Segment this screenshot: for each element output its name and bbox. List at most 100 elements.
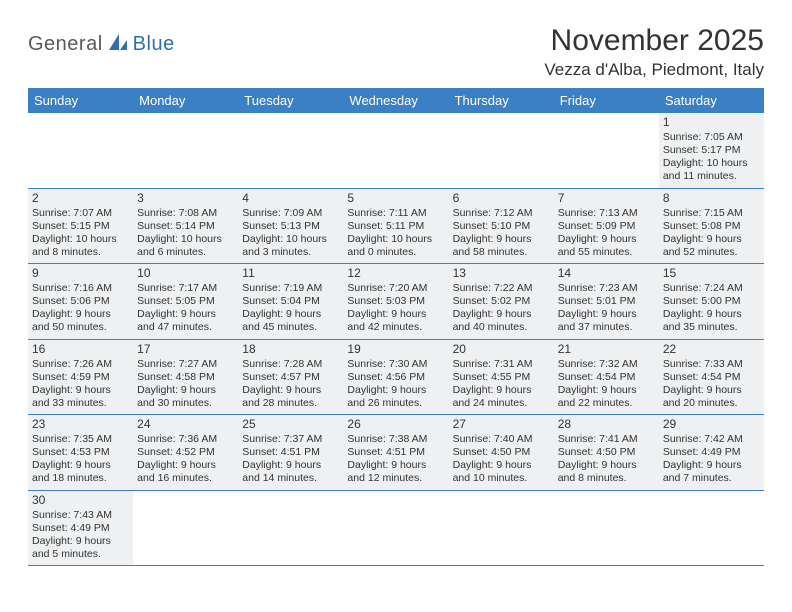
sunset-line: Sunset: 5:08 PM	[663, 220, 760, 233]
daylight-line: Daylight: 9 hours	[558, 384, 655, 397]
sunrise-line: Sunrise: 7:43 AM	[32, 509, 129, 522]
week-row: 2Sunrise: 7:07 AMSunset: 5:15 PMDaylight…	[28, 189, 764, 265]
daylight-line: and 47 minutes.	[137, 321, 234, 334]
day-cell: 27Sunrise: 7:40 AMSunset: 4:50 PMDayligh…	[449, 415, 554, 490]
day-cell: 18Sunrise: 7:28 AMSunset: 4:57 PMDayligh…	[238, 340, 343, 415]
title-block: November 2025 Vezza d'Alba, Piedmont, It…	[544, 24, 764, 80]
daylight-line: and 52 minutes.	[663, 246, 760, 259]
sunset-line: Sunset: 5:01 PM	[558, 295, 655, 308]
sunset-line: Sunset: 5:00 PM	[663, 295, 760, 308]
sunrise-line: Sunrise: 7:17 AM	[137, 282, 234, 295]
day-header: Thursday	[449, 88, 554, 113]
day-number: 5	[347, 191, 444, 206]
day-header: Friday	[554, 88, 659, 113]
sunset-line: Sunset: 5:09 PM	[558, 220, 655, 233]
day-cell: 25Sunrise: 7:37 AMSunset: 4:51 PMDayligh…	[238, 415, 343, 490]
daylight-line: Daylight: 9 hours	[137, 308, 234, 321]
day-cell: 8Sunrise: 7:15 AMSunset: 5:08 PMDaylight…	[659, 189, 764, 264]
day-number: 6	[453, 191, 550, 206]
daylight-line: Daylight: 9 hours	[453, 384, 550, 397]
sunrise-line: Sunrise: 7:22 AM	[453, 282, 550, 295]
day-cell: 5Sunrise: 7:11 AMSunset: 5:11 PMDaylight…	[343, 189, 448, 264]
daylight-line: Daylight: 9 hours	[32, 384, 129, 397]
day-cell: 9Sunrise: 7:16 AMSunset: 5:06 PMDaylight…	[28, 264, 133, 339]
daylight-line: and 20 minutes.	[663, 397, 760, 410]
sunset-line: Sunset: 4:49 PM	[32, 522, 129, 535]
sunrise-line: Sunrise: 7:20 AM	[347, 282, 444, 295]
day-cell: 3Sunrise: 7:08 AMSunset: 5:14 PMDaylight…	[133, 189, 238, 264]
sunrise-line: Sunrise: 7:33 AM	[663, 358, 760, 371]
daylight-line: Daylight: 9 hours	[663, 384, 760, 397]
day-cell: 6Sunrise: 7:12 AMSunset: 5:10 PMDaylight…	[449, 189, 554, 264]
daylight-line: Daylight: 9 hours	[32, 308, 129, 321]
sunset-line: Sunset: 4:59 PM	[32, 371, 129, 384]
day-number: 16	[32, 342, 129, 357]
day-cell: 21Sunrise: 7:32 AMSunset: 4:54 PMDayligh…	[554, 340, 659, 415]
sunrise-line: Sunrise: 7:42 AM	[663, 433, 760, 446]
logo-text-general: General	[28, 33, 103, 56]
day-number: 18	[242, 342, 339, 357]
daylight-line: and 55 minutes.	[558, 246, 655, 259]
week-row: 16Sunrise: 7:26 AMSunset: 4:59 PMDayligh…	[28, 340, 764, 416]
sunrise-line: Sunrise: 7:26 AM	[32, 358, 129, 371]
weeks-container: 1Sunrise: 7:05 AMSunset: 5:17 PMDaylight…	[28, 113, 764, 566]
day-number: 24	[137, 417, 234, 432]
day-cell	[659, 491, 764, 566]
day-number: 11	[242, 266, 339, 281]
day-cell: 30Sunrise: 7:43 AMSunset: 4:49 PMDayligh…	[28, 491, 133, 566]
sunset-line: Sunset: 5:10 PM	[453, 220, 550, 233]
day-cell: 17Sunrise: 7:27 AMSunset: 4:58 PMDayligh…	[133, 340, 238, 415]
daylight-line: Daylight: 9 hours	[453, 459, 550, 472]
daylight-line: Daylight: 9 hours	[137, 459, 234, 472]
daylight-line: Daylight: 9 hours	[558, 233, 655, 246]
daylight-line: Daylight: 10 hours	[242, 233, 339, 246]
day-cell	[449, 491, 554, 566]
sunset-line: Sunset: 4:52 PM	[137, 446, 234, 459]
daylight-line: Daylight: 9 hours	[347, 459, 444, 472]
sunset-line: Sunset: 4:55 PM	[453, 371, 550, 384]
sunrise-line: Sunrise: 7:27 AM	[137, 358, 234, 371]
sunset-line: Sunset: 5:15 PM	[32, 220, 129, 233]
day-cell: 20Sunrise: 7:31 AMSunset: 4:55 PMDayligh…	[449, 340, 554, 415]
day-number: 23	[32, 417, 129, 432]
day-cell	[238, 491, 343, 566]
daylight-line: and 8 minutes.	[558, 472, 655, 485]
day-cell: 16Sunrise: 7:26 AMSunset: 4:59 PMDayligh…	[28, 340, 133, 415]
day-cell: 14Sunrise: 7:23 AMSunset: 5:01 PMDayligh…	[554, 264, 659, 339]
sunset-line: Sunset: 4:54 PM	[663, 371, 760, 384]
day-cell: 19Sunrise: 7:30 AMSunset: 4:56 PMDayligh…	[343, 340, 448, 415]
daylight-line: Daylight: 9 hours	[347, 384, 444, 397]
calendar-page: General Blue November 2025 Vezza d'Alba,…	[0, 0, 792, 566]
calendar-grid: SundayMondayTuesdayWednesdayThursdayFrid…	[28, 88, 764, 566]
sunset-line: Sunset: 4:54 PM	[558, 371, 655, 384]
daylight-line: Daylight: 9 hours	[558, 308, 655, 321]
daylight-line: and 14 minutes.	[242, 472, 339, 485]
sunrise-line: Sunrise: 7:36 AM	[137, 433, 234, 446]
day-number: 29	[663, 417, 760, 432]
daylight-line: and 50 minutes.	[32, 321, 129, 334]
day-number: 25	[242, 417, 339, 432]
daylight-line: and 18 minutes.	[32, 472, 129, 485]
week-row: 23Sunrise: 7:35 AMSunset: 4:53 PMDayligh…	[28, 415, 764, 491]
day-number: 26	[347, 417, 444, 432]
day-cell	[343, 113, 448, 188]
sunset-line: Sunset: 4:51 PM	[347, 446, 444, 459]
daylight-line: Daylight: 9 hours	[137, 384, 234, 397]
sunset-line: Sunset: 4:51 PM	[242, 446, 339, 459]
sunrise-line: Sunrise: 7:41 AM	[558, 433, 655, 446]
logo-sail-icon	[107, 32, 129, 57]
day-number: 19	[347, 342, 444, 357]
day-cell: 29Sunrise: 7:42 AMSunset: 4:49 PMDayligh…	[659, 415, 764, 490]
daylight-line: Daylight: 9 hours	[32, 459, 129, 472]
sunrise-line: Sunrise: 7:35 AM	[32, 433, 129, 446]
daylight-line: and 24 minutes.	[453, 397, 550, 410]
daylight-line: and 28 minutes.	[242, 397, 339, 410]
sunrise-line: Sunrise: 7:24 AM	[663, 282, 760, 295]
sunrise-line: Sunrise: 7:11 AM	[347, 207, 444, 220]
sunset-line: Sunset: 4:50 PM	[453, 446, 550, 459]
daylight-line: and 3 minutes.	[242, 246, 339, 259]
day-number: 4	[242, 191, 339, 206]
sunrise-line: Sunrise: 7:08 AM	[137, 207, 234, 220]
daylight-line: and 11 minutes.	[663, 170, 760, 183]
day-number: 27	[453, 417, 550, 432]
